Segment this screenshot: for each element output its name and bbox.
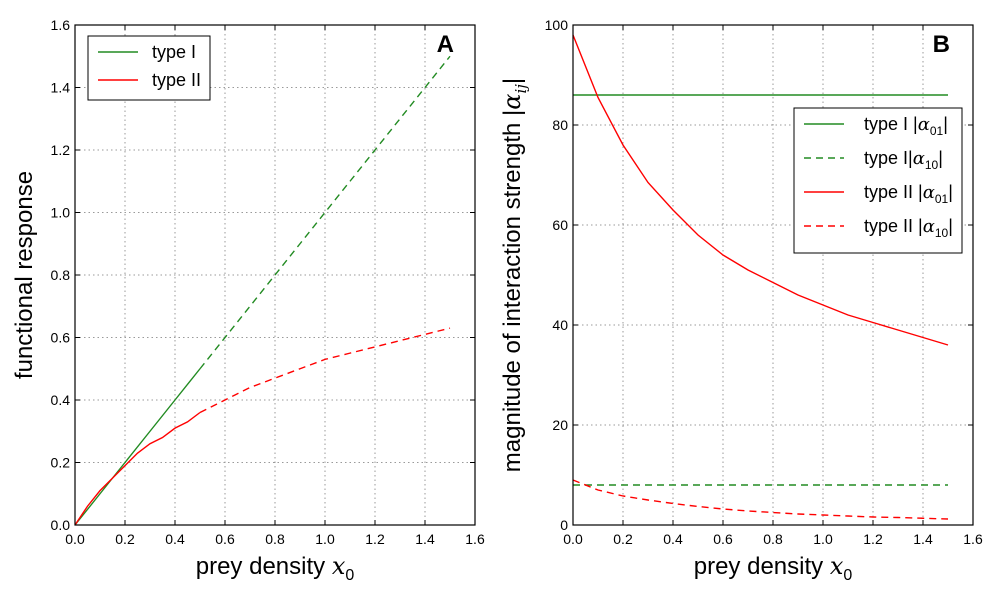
y-tick-label: 0.6 xyxy=(51,330,71,346)
panel-b: 0.0 0.2 0.4 0.6 0.8 1.0 1.2 1.4 1.6 0 20 40 60 80 100 p… xyxy=(498,17,983,584)
panel-label: A xyxy=(437,31,454,58)
y-tick-label: 1.4 xyxy=(51,80,71,96)
y-tick-label: 0.0 xyxy=(51,517,71,533)
legend-entry-label: type II |α10| xyxy=(864,216,953,240)
y-tick-label: 1.0 xyxy=(51,205,71,221)
series-line-solid-2 xyxy=(74,411,201,526)
x-tick-label: 0.8 xyxy=(265,531,285,547)
x-axis-label: prey density x0 xyxy=(196,552,355,584)
x-tick-label: 0.0 xyxy=(563,531,583,547)
y-tick-label: 20 xyxy=(552,417,568,433)
x-tick-label: 1.4 xyxy=(913,531,933,547)
legend: type I type II xyxy=(87,35,211,101)
x-tick-label: 0.2 xyxy=(613,531,633,547)
legend-entry-label: type II |α01| xyxy=(864,182,953,206)
series-line-dashed-1 xyxy=(199,55,451,370)
x-tick-label: 1.0 xyxy=(813,531,833,547)
x-tick-label: 1.6 xyxy=(465,531,485,547)
y-tick-label: 1.6 xyxy=(51,17,71,33)
y-tick-label: 60 xyxy=(552,217,568,233)
legend-box xyxy=(87,35,211,101)
y-tick-label: 1.2 xyxy=(51,142,71,158)
panel-a: 0.0 0.2 0.4 0.6 0.8 1.0 1.2 1.4 1.6 0.0 0.2 0.4 0.6 0… xyxy=(11,17,485,584)
y-axis-label: magnitude of interaction strength |αij| xyxy=(498,78,530,472)
x-tick-label: 0.6 xyxy=(713,531,733,547)
series-line-dashed-3 xyxy=(572,479,949,520)
y-tick-label: 100 xyxy=(545,17,569,33)
x-tick-label: 0.8 xyxy=(763,531,783,547)
y-tick-label: 40 xyxy=(552,317,568,333)
legend-entry-label: type I |α01| xyxy=(864,114,948,138)
legend-entry-label: type I|α10| xyxy=(864,148,943,172)
legend: type I |α01| type I|α10| type II |α01| type… xyxy=(793,107,963,254)
legend-entry-label: type I xyxy=(152,42,196,62)
y-tick-label: 80 xyxy=(552,117,568,133)
series-line-dashed-3 xyxy=(199,327,451,414)
series-line-solid-2 xyxy=(572,34,949,346)
y-tick-label: 0 xyxy=(560,517,568,533)
panel-label: B xyxy=(933,31,950,58)
y-tick-label: 0.2 xyxy=(51,455,71,471)
legend-entry-label: type II xyxy=(152,70,201,90)
x-tick-label: 0.2 xyxy=(115,531,135,547)
y-tick-label: 0.4 xyxy=(51,392,71,408)
legend-box xyxy=(793,107,963,254)
plot-frame xyxy=(572,24,974,526)
x-tick-label: 0.6 xyxy=(215,531,235,547)
y-axis-label: functional response xyxy=(11,171,38,379)
x-tick-label: 1.4 xyxy=(415,531,435,547)
x-tick-label: 1.0 xyxy=(315,531,335,547)
x-tick-label: 0.4 xyxy=(663,531,683,547)
series-line-solid-0 xyxy=(74,368,201,526)
x-tick-label: 1.2 xyxy=(863,531,883,547)
x-tick-label: 0.0 xyxy=(65,531,85,547)
x-axis-label: prey density x0 xyxy=(694,552,853,584)
x-tick-label: 0.4 xyxy=(165,531,185,547)
x-tick-label: 1.2 xyxy=(365,531,385,547)
y-tick-label: 0.8 xyxy=(51,267,71,283)
x-tick-label: 1.6 xyxy=(963,531,983,547)
